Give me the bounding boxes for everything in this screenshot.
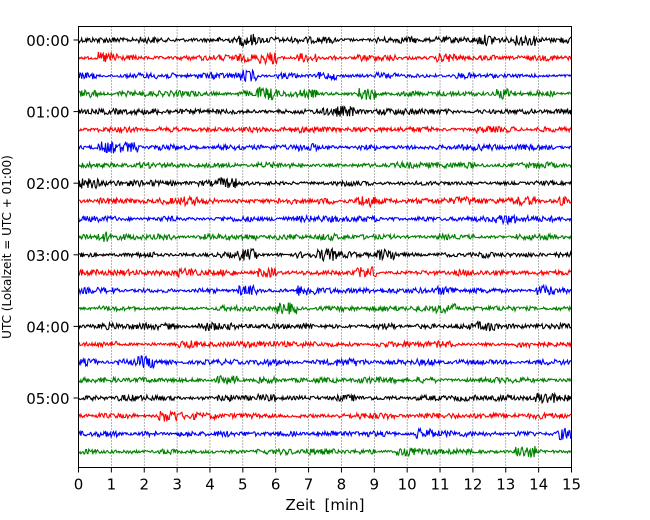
y-tick-label: 00:00 <box>26 32 69 50</box>
x-tick-label: 8 <box>337 476 347 494</box>
trace-line <box>77 33 572 49</box>
x-tick-label: 14 <box>529 476 548 494</box>
y-axis-label: UTC (Lokalzeit = UTC + 01:00) <box>0 155 14 339</box>
trace-line <box>77 283 573 296</box>
trace-line <box>78 125 573 135</box>
x-tick-label: 5 <box>238 476 248 494</box>
x-tick-label: 13 <box>496 476 515 494</box>
trace-line <box>78 302 572 315</box>
trace-line <box>78 445 572 458</box>
trace-line <box>78 339 573 350</box>
plot-frame <box>78 26 572 468</box>
trace-line <box>78 51 572 66</box>
x-tick-label: 2 <box>139 476 149 494</box>
x-tick-label: 11 <box>430 476 449 494</box>
trace-line <box>77 140 572 154</box>
x-tick-label: 9 <box>370 476 380 494</box>
trace-line <box>78 231 572 242</box>
x-axis-label: Zeit [min] <box>285 496 364 514</box>
trace-line <box>77 355 572 369</box>
trace-line <box>77 68 572 83</box>
x-tick-label: 7 <box>304 476 314 494</box>
y-tick-label: 05:00 <box>26 390 69 408</box>
x-tick-label: 15 <box>562 476 581 494</box>
trace-line <box>78 409 572 423</box>
trace-line <box>77 176 572 190</box>
trace-line <box>78 159 573 171</box>
x-tick-label: 12 <box>463 476 482 494</box>
trace-line <box>78 391 572 405</box>
trace-line <box>78 374 572 385</box>
trace-line <box>78 86 573 101</box>
trace-group <box>77 33 573 458</box>
y-tick-label: 02:00 <box>26 175 69 193</box>
y-tick-label: 01:00 <box>26 104 69 122</box>
x-tick-label: 0 <box>74 476 84 494</box>
x-axis: 0 1 2 3 4 5 6 7 8 9 10 11 12 13 14 15 <box>74 467 581 494</box>
trace-line <box>77 320 572 332</box>
y-tick-label: 04:00 <box>26 318 69 336</box>
trace-line <box>77 213 572 226</box>
y-axis: 00:00 01:00 02:00 03:00 04:00 05:00 <box>26 32 79 408</box>
x-tick-label: 3 <box>172 476 182 494</box>
x-tick-label: 10 <box>398 476 417 494</box>
trace-line <box>77 426 573 441</box>
trace-line <box>78 194 573 209</box>
y-tick-label: 03:00 <box>26 247 69 265</box>
trace-line <box>77 266 572 279</box>
x-tick-label: 6 <box>271 476 281 494</box>
trace-line <box>78 246 573 263</box>
trace-line <box>77 105 573 117</box>
x-tick-label: 1 <box>107 476 117 494</box>
x-tick-label: 4 <box>205 476 215 494</box>
